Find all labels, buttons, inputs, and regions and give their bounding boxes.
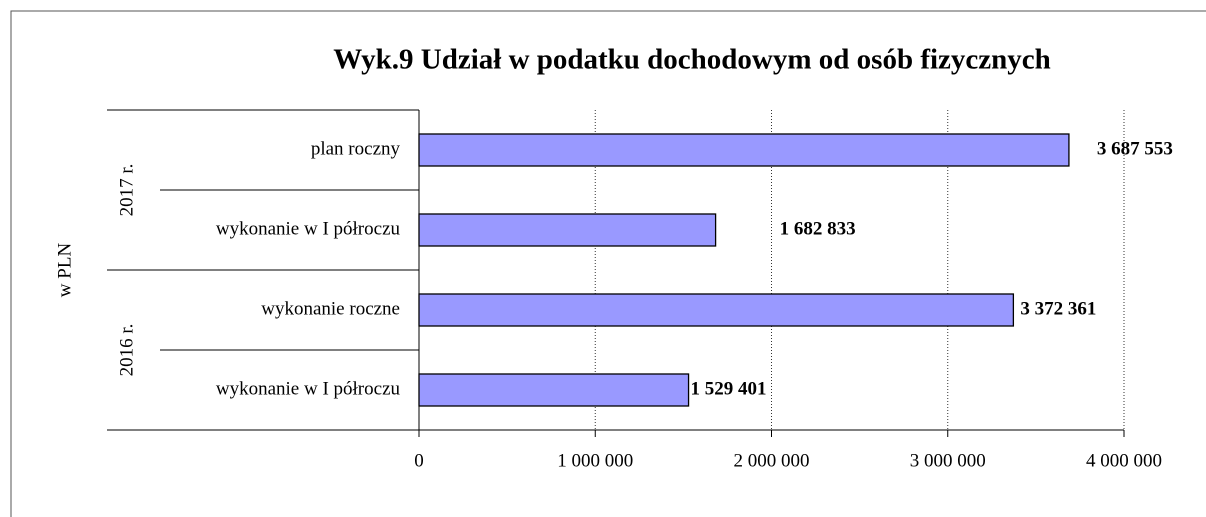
bar	[418, 293, 1015, 327]
frame	[10, 10, 1206, 517]
y-tick-label: wykonanie roczne	[261, 298, 400, 319]
chart-title: Wyk.9 Udział w podatku dochodowym od osó…	[333, 44, 1051, 76]
bar	[418, 373, 690, 407]
x-tick-label: 2 000 000	[734, 450, 810, 471]
bar	[418, 213, 717, 247]
x-tick-label: 0	[414, 450, 424, 471]
value-label: 3 372 361	[1020, 298, 1096, 319]
y-tick-label: plan roczny	[311, 138, 401, 159]
x-tick-label: 3 000 000	[910, 450, 986, 471]
x-tick-label: 4 000 000	[1086, 450, 1162, 471]
group-label: 2017 r.	[116, 164, 137, 217]
value-label: 1 529 401	[691, 378, 767, 399]
bar	[418, 133, 1070, 167]
value-label: 3 687 553	[1097, 138, 1173, 159]
y-axis-label: w PLN	[54, 243, 75, 298]
y-tick-label: wykonanie w I półroczu	[216, 218, 401, 239]
y-tick-label: wykonanie w I półroczu	[216, 378, 401, 399]
group-label: 2016 r.	[116, 324, 137, 377]
x-tick-label: 1 000 000	[557, 450, 633, 471]
value-label: 1 682 833	[780, 218, 856, 239]
